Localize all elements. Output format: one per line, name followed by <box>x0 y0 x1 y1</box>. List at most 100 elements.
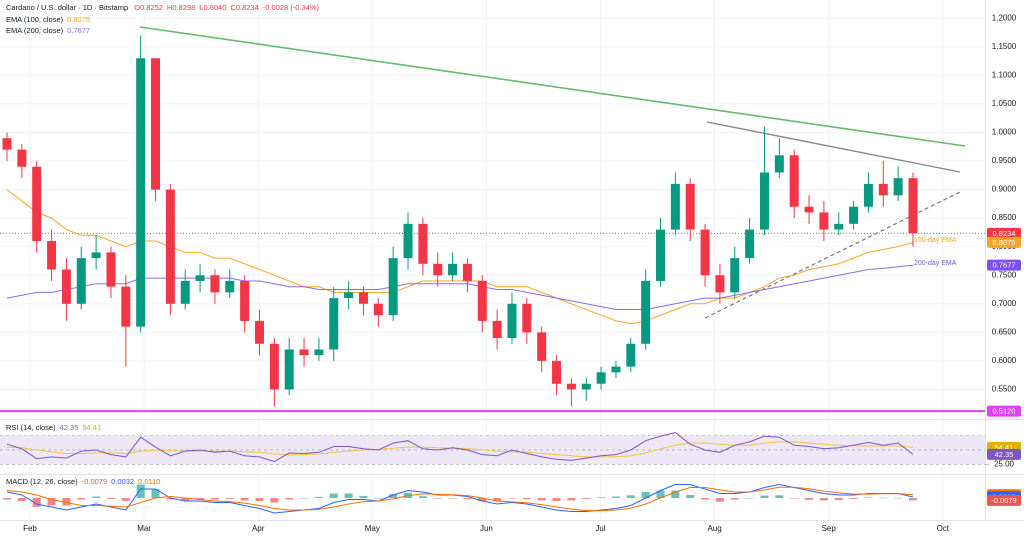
x-tick-label: Oct <box>937 524 950 533</box>
series-line <box>6 483 914 514</box>
x-tick-label: May <box>365 524 380 533</box>
candle-body <box>893 178 903 196</box>
price-tag-label: 0.8075 <box>993 238 1016 247</box>
x-tick-label: Feb <box>23 524 37 533</box>
histogram-bar <box>686 495 695 498</box>
y-tick-label: 0.9000 <box>992 185 1017 194</box>
y-tick-label: 1.0500 <box>992 99 1017 108</box>
candle-body <box>566 383 576 390</box>
series-line <box>6 486 914 512</box>
candle-body <box>656 229 666 281</box>
candle-body <box>433 263 443 276</box>
histogram-bar <box>181 498 190 501</box>
histogram-bar <box>626 495 635 498</box>
histogram-bar <box>522 498 531 500</box>
histogram-bar <box>285 498 294 500</box>
histogram-bar <box>47 498 56 506</box>
price-tag <box>987 227 1021 239</box>
candle-body <box>210 275 220 293</box>
histogram-bar <box>344 493 353 498</box>
histogram-bar <box>314 497 323 498</box>
candle-body <box>284 349 294 390</box>
rsi-legend: RSI (14, close) 42.35 54.41 <box>6 423 101 432</box>
histogram-bar <box>849 498 858 499</box>
candle-body <box>61 269 71 304</box>
histogram-bar <box>790 498 799 499</box>
x-tick-label: Apr <box>252 524 265 533</box>
candle-body <box>908 178 918 234</box>
price-tag <box>987 494 1021 506</box>
y-tick-label: 1.0000 <box>992 128 1017 137</box>
candle-body <box>596 372 606 384</box>
price-tag-label: 0.5120 <box>993 407 1016 416</box>
series-line <box>6 264 914 310</box>
candle-body <box>670 183 680 230</box>
histogram-bar <box>3 498 11 500</box>
histogram-bar <box>879 497 888 499</box>
candle-body <box>819 212 829 230</box>
macd-legend: MACD (12, 26, close) -0.0079 0.0032 0.0110 <box>6 477 160 486</box>
candle-body <box>403 223 413 259</box>
candle-body <box>299 349 309 356</box>
price-tag <box>987 259 1021 271</box>
ema100-annotation: 100-day EMA <box>914 237 957 244</box>
histogram-bar <box>715 498 724 502</box>
candle-body <box>700 229 710 276</box>
candle-body <box>136 58 146 327</box>
histogram-bar <box>478 498 487 501</box>
candle-body <box>715 275 725 293</box>
candle-body <box>76 258 86 304</box>
histogram-bar <box>106 498 115 499</box>
candle-body <box>849 206 859 224</box>
candle-body <box>611 366 621 373</box>
legend-value: 0.8075 <box>67 15 90 24</box>
candle-body <box>789 155 799 207</box>
candle-body <box>878 183 888 196</box>
histogram-bar <box>775 495 784 498</box>
histogram-bar <box>537 498 546 501</box>
candle-body <box>2 138 12 150</box>
candle-body <box>358 292 368 304</box>
candle-body <box>492 320 502 339</box>
legend-value: 0.7677 <box>67 26 90 35</box>
legend-value: 0.0110 <box>138 477 160 486</box>
histogram-bar <box>864 497 873 498</box>
x-tick-label: Jul <box>595 524 605 533</box>
candle-body <box>418 223 428 264</box>
candle-body <box>47 240 57 270</box>
histogram-bar <box>32 498 41 507</box>
histogram-bar <box>493 498 502 501</box>
histogram-bar <box>582 498 591 499</box>
candle-body <box>269 343 279 390</box>
price-tag-label: 54.41 <box>995 443 1014 452</box>
price-tag-label: 0.8234 <box>993 229 1016 238</box>
histogram-bar <box>552 498 561 501</box>
histogram-bar <box>611 496 620 498</box>
triangle-upper-line <box>706 121 961 173</box>
candle-body <box>581 383 591 390</box>
price-tag <box>987 405 1021 417</box>
y-tick-label: 0.9500 <box>992 156 1017 165</box>
y-tick-label: 0.7500 <box>992 270 1017 279</box>
ohlc-open: O0.8252 <box>134 3 163 12</box>
y-tick-label: 25.00 <box>994 460 1015 469</box>
histogram-bar <box>374 498 383 499</box>
histogram-bar <box>463 498 472 499</box>
histogram-bar <box>151 489 160 498</box>
candle-body <box>388 258 398 316</box>
histogram-bar <box>597 497 606 498</box>
y-tick-label: 1.1000 <box>992 70 1017 79</box>
histogram-bar <box>255 498 264 501</box>
candle-body <box>626 343 636 367</box>
series-line <box>6 432 914 463</box>
y-tick-label: 1.1500 <box>992 42 1017 51</box>
candle-body <box>344 292 354 299</box>
histogram-bar <box>760 495 769 498</box>
histogram-bar <box>359 495 368 498</box>
candle-body <box>477 280 487 321</box>
x-tick-label: Mar <box>137 524 151 533</box>
candle-body <box>685 183 695 230</box>
histogram-bar <box>745 498 754 499</box>
legend-value: 0.0032 <box>111 477 134 486</box>
